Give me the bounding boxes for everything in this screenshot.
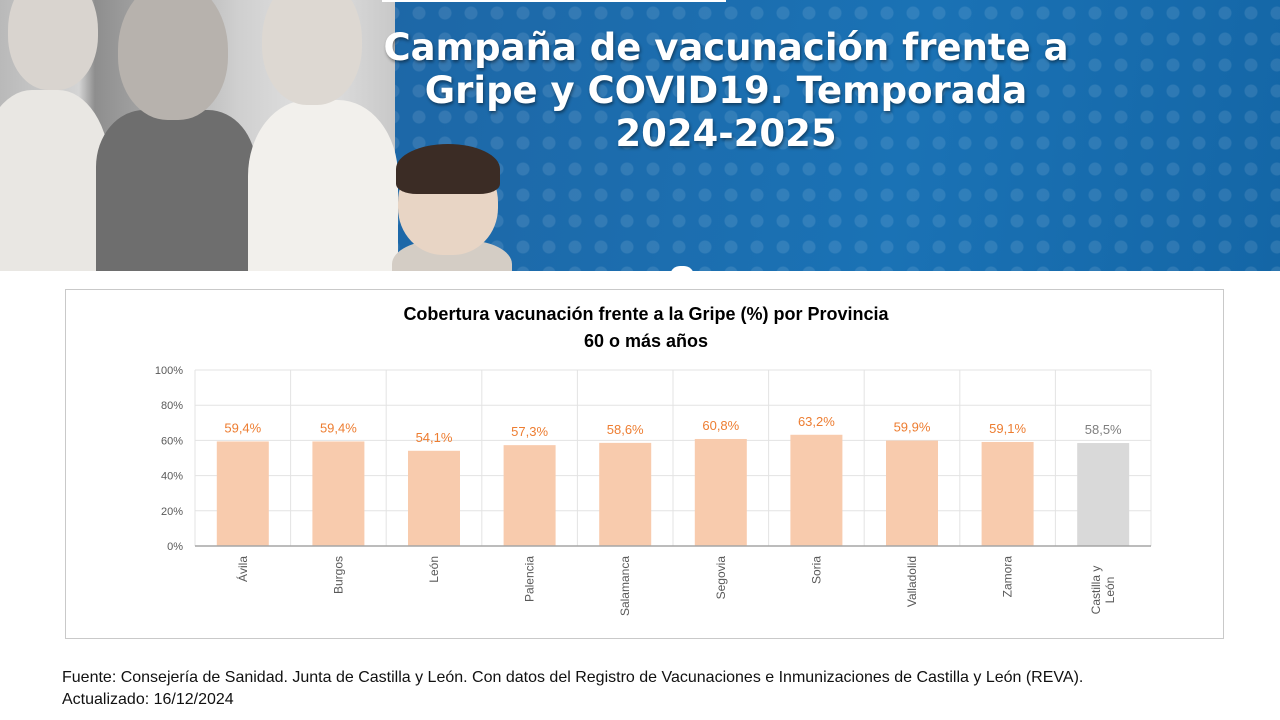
- x-tick-label-text: Valladolid: [905, 556, 919, 607]
- x-tick-label-text: Castilla y: [1089, 566, 1103, 615]
- data-label: 59,4%: [224, 420, 261, 435]
- x-tick-label: Valladolid: [905, 556, 919, 607]
- bar-9: [981, 441, 1034, 546]
- x-tick-label-text: Zamora: [1001, 556, 1015, 598]
- x-tick-label-text: Ávila: [235, 556, 250, 582]
- x-tick-label-text: Salamanca: [618, 556, 632, 616]
- data-label: 54,1%: [416, 430, 453, 445]
- campaign-banner: Campaña de vacunación frente a Gripe y C…: [0, 0, 1280, 271]
- x-tick-label-text: Segovia: [714, 556, 728, 600]
- bar-8: [886, 440, 938, 546]
- banner-dot-pattern: [380, 0, 1280, 271]
- y-tick-label: 20%: [161, 506, 183, 518]
- banner-indicator-dot: [670, 266, 694, 271]
- photo-child-hair: [396, 144, 500, 194]
- data-label: 60,8%: [702, 418, 739, 433]
- banner-top-line: [382, 0, 726, 2]
- photo-person-woman-body: [0, 90, 110, 271]
- data-label: 57,3%: [511, 424, 548, 439]
- photo-person-young-woman-head: [262, 0, 362, 105]
- bar-6: [694, 438, 747, 546]
- chart-title-line-2: 60 o más años: [583, 331, 709, 351]
- x-tick-label-text: Soria: [809, 556, 823, 584]
- bar-2: [312, 441, 365, 546]
- photo-person-man-body: [96, 110, 256, 271]
- x-tick-label-text: León: [1103, 577, 1117, 604]
- x-tick-label: Zamora: [1001, 556, 1015, 598]
- y-tick-label: 40%: [161, 471, 183, 483]
- y-tick-label: 80%: [161, 400, 183, 412]
- chart-title: Cobertura vacunación frente a la Gripe (…: [56, 301, 1236, 355]
- banner-title-line-1: Campaña de vacunación frente a: [383, 26, 1069, 69]
- chart-title-line-1: Cobertura vacunación frente a la Gripe (…: [403, 304, 889, 324]
- footer-updated: Actualizado: 16/12/2024: [62, 691, 234, 708]
- data-label: 58,6%: [607, 422, 644, 437]
- x-tick-label-text: Burgos: [331, 556, 345, 594]
- x-tick-label: Ávila: [235, 556, 250, 582]
- photo-person-woman-head: [8, 0, 98, 90]
- data-label: 58,5%: [1085, 422, 1122, 437]
- x-tick-label: Burgos: [331, 556, 345, 594]
- banner-title: Campaña de vacunación frente a Gripe y C…: [296, 26, 1156, 155]
- bar-3: [408, 450, 460, 546]
- y-tick-label: 0%: [167, 541, 183, 553]
- bar-7: [790, 434, 843, 546]
- banner-title-line-2: Gripe y COVID19. Temporada: [424, 69, 1028, 112]
- bar-10: [1077, 443, 1130, 546]
- x-tick-label: Segovia: [714, 556, 728, 600]
- bar-1: [216, 441, 269, 546]
- banner-photo: [0, 0, 398, 271]
- data-label: 59,9%: [894, 420, 931, 435]
- data-label: 59,4%: [320, 420, 357, 435]
- chart-panel: Cobertura vacunación frente a la Gripe (…: [65, 289, 1224, 639]
- footer-source: Fuente: Consejería de Sanidad. Junta de …: [62, 669, 1084, 686]
- x-tick-label: Salamanca: [618, 556, 632, 616]
- x-tick-label-text: León: [427, 556, 441, 583]
- banner-title-line-3: 2024-2025: [615, 112, 837, 155]
- data-label: 59,1%: [989, 421, 1026, 436]
- y-tick-label: 60%: [161, 435, 183, 447]
- data-label: 63,2%: [798, 414, 835, 429]
- bar-4: [503, 445, 556, 546]
- x-tick-label: Castilla y León: [1089, 566, 1117, 615]
- x-tick-label: León: [427, 556, 441, 583]
- photo-person-young-woman-body: [248, 100, 398, 271]
- x-tick-label: Palencia: [523, 556, 537, 602]
- bar-chart: 0% 20% 40% 60% 80% 100% 59,4% Ávila 59,4% Burgos 5…: [155, 365, 1152, 616]
- photo-person-man-head: [118, 0, 228, 120]
- x-tick-label-text: Palencia: [523, 556, 537, 602]
- footer: Fuente: Consejería de Sanidad. Junta de …: [62, 667, 1262, 711]
- y-tick-label: 100%: [155, 365, 183, 377]
- x-tick-label: Soria: [809, 556, 823, 584]
- bar-5: [599, 442, 652, 546]
